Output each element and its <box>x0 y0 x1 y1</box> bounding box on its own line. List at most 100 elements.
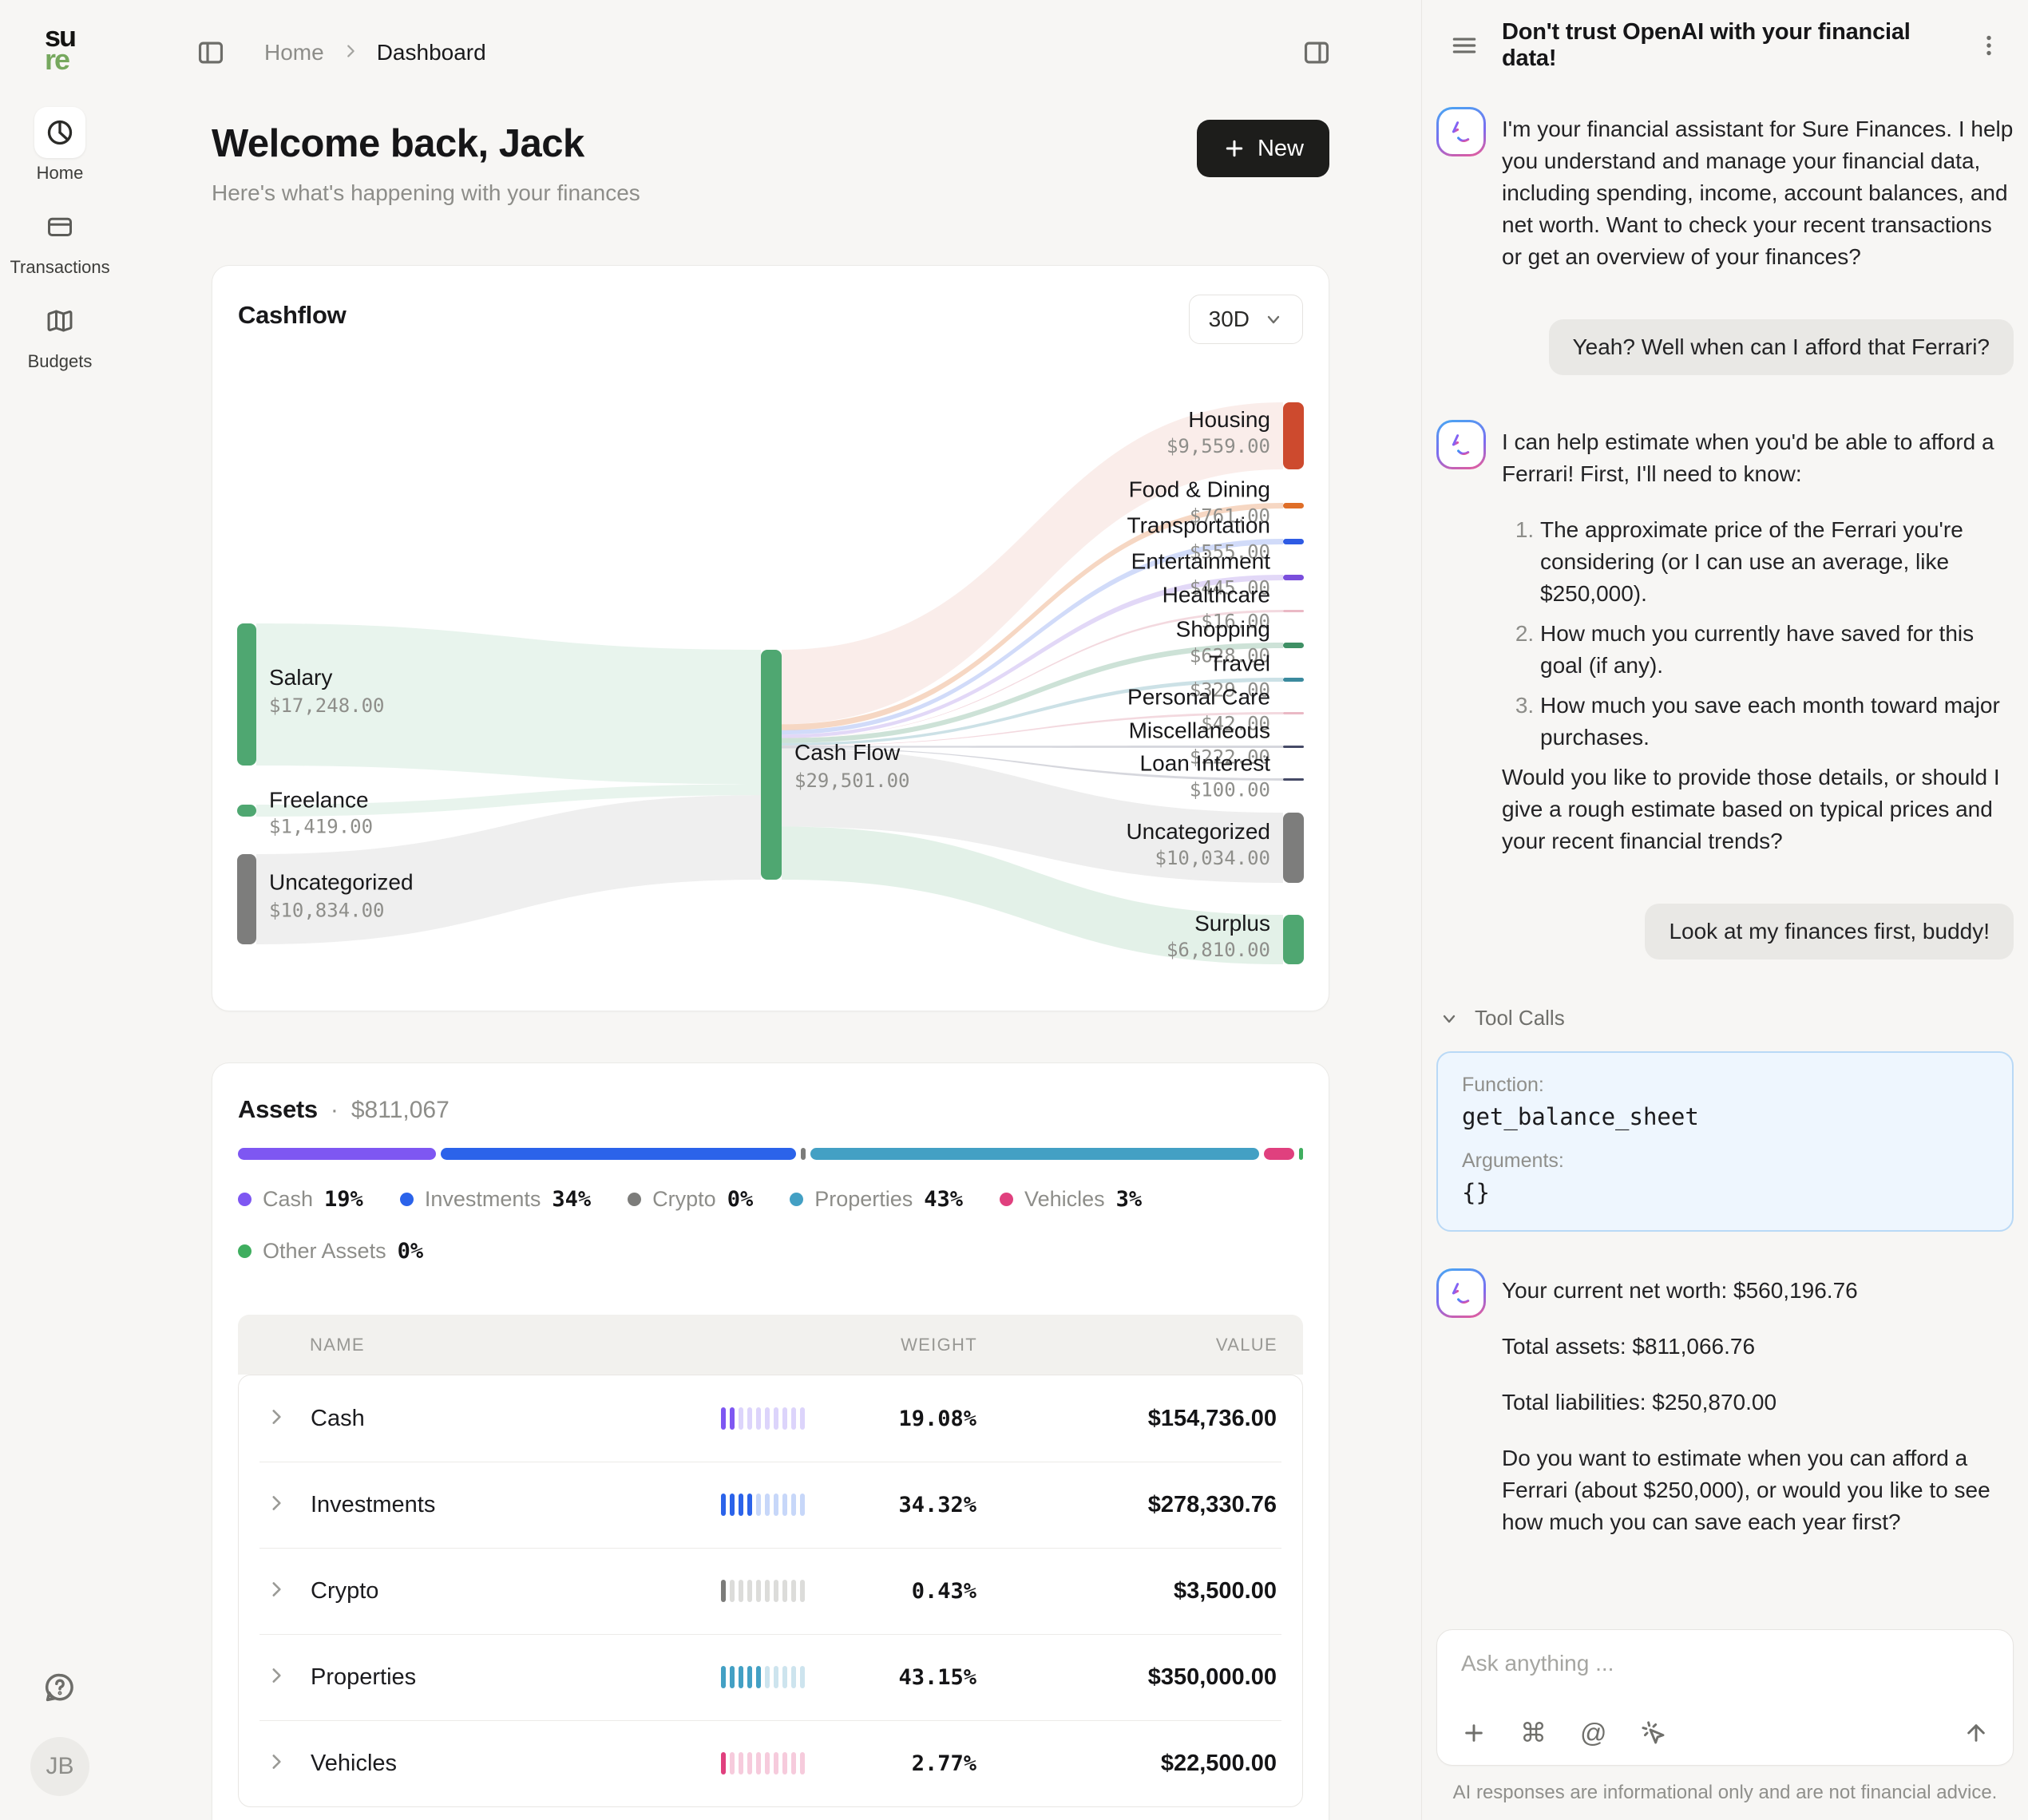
breadcrumb: Home Dashboard <box>264 40 486 65</box>
sankey-label: Personal Care <box>1127 685 1270 710</box>
cursor-click-icon <box>1641 1720 1664 1743</box>
sankey-amount: $222.00 <box>1190 746 1270 769</box>
weight-gauge <box>721 1666 805 1688</box>
sankey-link <box>782 712 1283 746</box>
legend-label: Cash <box>263 1187 314 1211</box>
asset-table-row-properties[interactable]: Properties 43.15% $350,000.00 <box>239 1634 1302 1720</box>
sankey-amount: $42.00 <box>1201 713 1270 735</box>
sankey-node-healthcare[interactable] <box>1283 610 1304 612</box>
legend-percent: 0% <box>397 1239 424 1264</box>
chat-title: Don't trust OpenAI with your financial d… <box>1502 19 1911 71</box>
user-avatar[interactable]: JB <box>30 1737 89 1796</box>
assistant-message-text: Your current net worth: $560,196.76 Total… <box>1502 1278 1990 1534</box>
main-content: Home Dashboard Welcome back, Jack Here's… <box>120 0 1421 1820</box>
help-circle-question-icon <box>45 1673 73 1702</box>
legend-dot-icon <box>399 1193 414 1206</box>
ai-disclaimer: AI responses are informational only and … <box>1452 1782 1998 1803</box>
app-logo[interactable]: su re <box>45 22 77 74</box>
asset-table-row-cash[interactable]: Cash 19.08% $154,736.00 <box>239 1375 1302 1462</box>
chat-input[interactable]: Ask anything ... <box>1461 1651 1614 1676</box>
sankey-node-food-dining[interactable] <box>1283 503 1304 508</box>
sidebar-item-transactions[interactable]: Transactions <box>10 201 110 278</box>
sidebar-item-home[interactable]: Home <box>34 106 85 184</box>
sankey-node-shopping[interactable] <box>1283 643 1304 648</box>
sankey-node-freelance[interactable] <box>237 805 256 817</box>
asset-legend-row-1: Cash 19% Investments 34% Crypto 0% Prope… <box>238 1187 1303 1212</box>
chat-input-box[interactable]: Ask anything ... ⌘ @ <box>1436 1629 2014 1766</box>
sankey-node-transportation[interactable] <box>1283 539 1304 544</box>
legend-percent: 43% <box>924 1187 964 1212</box>
legend-dot-icon <box>238 1193 252 1206</box>
chevron-right-icon[interactable] <box>266 1665 311 1690</box>
sankey-node-uncategorized[interactable] <box>237 854 256 944</box>
allocation-segment-crypto <box>800 1148 806 1160</box>
new-button[interactable]: New <box>1196 120 1329 177</box>
legend-dot-icon <box>1000 1193 1014 1206</box>
legend-percent: 19% <box>324 1187 363 1212</box>
assets-table-header: NAME WEIGHT VALUE <box>238 1315 1303 1375</box>
sankey-label: Uncategorized <box>269 870 414 895</box>
sankey-amount: $555.00 <box>1190 541 1270 564</box>
mention-button[interactable]: @ <box>1580 1718 1607 1747</box>
sidebar-item-label: Transactions <box>10 256 110 277</box>
sankey-node-miscellaneous[interactable] <box>1283 746 1304 748</box>
arguments-value: {} <box>1462 1179 1490 1206</box>
chat-options-button[interactable] <box>1974 30 2004 61</box>
plus-icon <box>1226 140 1243 157</box>
sankey-node-personal-care[interactable] <box>1283 712 1304 714</box>
sankey-amount: $628.00 <box>1190 645 1270 667</box>
actions-button[interactable] <box>1641 1720 1666 1746</box>
chevron-right-icon[interactable] <box>266 1579 311 1604</box>
chevron-right-icon[interactable] <box>266 1407 311 1431</box>
assets-table-body: Cash 19.08% $154,736.00 Investments 34.3… <box>238 1375 1303 1807</box>
asset-legend-item: Vehicles 3% <box>1000 1187 1142 1212</box>
chat-menu-button[interactable] <box>1449 30 1479 61</box>
sankey-amount: $6,810.00 <box>1166 939 1270 961</box>
period-select[interactable]: 30D <box>1188 295 1303 344</box>
sankey-label: Shopping <box>1176 617 1270 642</box>
chevron-right-icon[interactable] <box>266 1751 311 1776</box>
help-button[interactable] <box>43 1671 77 1708</box>
sankey-node-salary[interactable] <box>237 623 256 766</box>
assets-table: NAME WEIGHT VALUE Cash 19.08% $154,736.0… <box>238 1315 1303 1807</box>
sankey-link <box>782 539 1283 735</box>
sankey-node-loan-interest[interactable] <box>1283 778 1304 781</box>
send-button[interactable] <box>1963 1720 1989 1746</box>
sankey-label: Uncategorized <box>1126 819 1270 844</box>
sidebar-item-budgets[interactable]: Budgets <box>28 295 92 372</box>
asset-table-row-investments[interactable]: Investments 34.32% $278,330.76 <box>239 1462 1302 1548</box>
sankey-node-uncategorized[interactable] <box>1283 813 1304 883</box>
legend-dot-icon <box>238 1244 252 1258</box>
weight-gauge <box>721 1580 805 1602</box>
asset-weight: 19.08% <box>898 1406 976 1431</box>
sankey-node-cash-flow[interactable] <box>761 650 782 880</box>
tool-calls-toggle[interactable]: Tool Calls <box>1440 1006 2014 1031</box>
chevron-right-icon[interactable] <box>266 1493 311 1517</box>
sankey-node-surplus[interactable] <box>1283 915 1304 964</box>
command-shortcut-button[interactable]: ⌘ <box>1520 1718 1547 1747</box>
legend-label: Crypto <box>652 1187 716 1211</box>
sankey-node-entertainment[interactable] <box>1283 575 1304 580</box>
toggle-left-panel-button[interactable] <box>196 38 226 68</box>
column-name: NAME <box>310 1334 365 1355</box>
assistant-avatar-icon <box>1436 107 1486 156</box>
weight-gauge <box>721 1752 805 1774</box>
asset-name: Properties <box>311 1664 417 1690</box>
asset-table-row-crypto[interactable]: Crypto 0.43% $3,500.00 <box>239 1548 1302 1634</box>
breadcrumb-home[interactable]: Home <box>264 40 324 65</box>
sidebar-item-label: Home <box>36 162 84 183</box>
sankey-link <box>782 402 1283 725</box>
legend-percent: 3% <box>1115 1187 1143 1212</box>
asset-table-row-vehicles[interactable]: Vehicles 2.77% $22,500.00 <box>239 1720 1302 1806</box>
sankey-node-housing[interactable] <box>1283 402 1304 469</box>
sankey-node-travel[interactable] <box>1283 678 1304 682</box>
asset-value: $350,000.00 <box>1147 1664 1277 1690</box>
asset-legend-item: Properties 43% <box>790 1187 963 1212</box>
assistant-message-text: I can help estimate when you'd be able t… <box>1502 420 2014 857</box>
chevron-right-icon <box>342 40 359 65</box>
toggle-right-panel-button[interactable] <box>1301 38 1332 68</box>
attach-button[interactable] <box>1461 1720 1487 1746</box>
legend-label: Other Assets <box>263 1239 386 1263</box>
assistant-message: I'm your financial assistant for Sure Fi… <box>1436 107 2014 273</box>
assistant-avatar-icon <box>1436 1268 1486 1318</box>
